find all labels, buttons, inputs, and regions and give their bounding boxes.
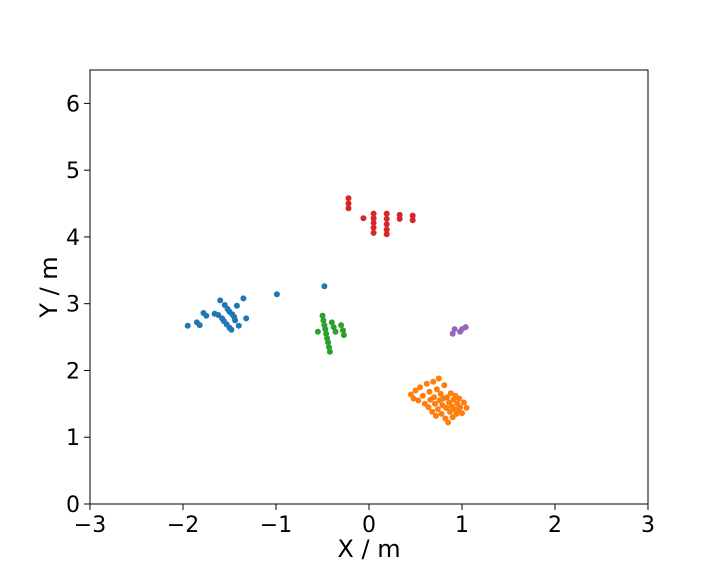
x-tick-label: 2 bbox=[548, 513, 562, 538]
data-point bbox=[370, 224, 377, 231]
data-point bbox=[446, 408, 453, 415]
data-point bbox=[457, 404, 464, 411]
data-point bbox=[217, 297, 224, 304]
y-tick-label: 6 bbox=[66, 92, 80, 117]
data-point bbox=[459, 410, 465, 417]
data-point bbox=[429, 408, 436, 415]
data-point bbox=[323, 330, 330, 337]
data-point bbox=[360, 215, 367, 222]
plot-frame bbox=[89, 69, 649, 505]
data-point bbox=[233, 302, 240, 309]
x-axis-label: X / m bbox=[337, 535, 400, 563]
data-point bbox=[451, 326, 458, 333]
data-point bbox=[456, 395, 463, 402]
ticks-layer: −3 −2 −1 0 1 2 3 0 1 2 3 4 5 6 bbox=[66, 92, 655, 538]
x-tick-label: 1 bbox=[455, 513, 469, 538]
x-tick-label: −3 bbox=[74, 513, 106, 538]
data-point bbox=[445, 419, 452, 426]
data-point bbox=[438, 410, 445, 417]
data-point bbox=[425, 404, 432, 411]
data-point bbox=[409, 212, 416, 219]
data-point bbox=[314, 328, 321, 335]
y-tick-label: 1 bbox=[66, 426, 80, 451]
data-point bbox=[463, 404, 470, 411]
y-tick-label: 0 bbox=[66, 493, 80, 518]
y-tick-label: 3 bbox=[66, 293, 80, 318]
data-point bbox=[321, 283, 328, 290]
x-tick-label: −2 bbox=[167, 513, 199, 538]
data-point bbox=[345, 195, 352, 202]
data-point bbox=[325, 339, 332, 346]
data-point bbox=[423, 380, 430, 387]
data-point bbox=[370, 210, 377, 217]
data-point bbox=[235, 322, 242, 329]
data-point bbox=[415, 397, 422, 404]
data-point bbox=[322, 326, 329, 333]
data-point bbox=[330, 324, 337, 331]
data-point bbox=[409, 217, 416, 224]
data-point bbox=[340, 332, 347, 339]
data-point bbox=[447, 390, 454, 397]
data-point bbox=[345, 200, 352, 207]
data-point bbox=[419, 392, 426, 399]
data-point bbox=[383, 231, 390, 238]
data-point bbox=[444, 394, 451, 401]
data-point bbox=[426, 388, 433, 395]
x-tick-label: −1 bbox=[260, 513, 292, 538]
data-point bbox=[228, 326, 235, 333]
data-point bbox=[437, 390, 444, 397]
data-point bbox=[243, 315, 250, 322]
data-point bbox=[370, 229, 377, 236]
y-tick-label: 5 bbox=[66, 159, 80, 184]
data-point bbox=[434, 406, 441, 413]
data-point bbox=[441, 382, 448, 389]
data-point bbox=[196, 322, 203, 329]
data-point bbox=[332, 328, 339, 335]
y-tick-label: 4 bbox=[66, 226, 80, 251]
data-point bbox=[435, 375, 442, 382]
data-point bbox=[433, 412, 439, 419]
data-point bbox=[396, 215, 403, 222]
y-axis-label: Y / m bbox=[35, 256, 63, 318]
data-point bbox=[326, 344, 332, 351]
data-point bbox=[184, 322, 191, 329]
data-point bbox=[273, 291, 280, 298]
data-point bbox=[412, 387, 419, 394]
data-point bbox=[383, 226, 390, 233]
data-point bbox=[320, 317, 327, 324]
data-point bbox=[370, 219, 377, 226]
data-point bbox=[383, 221, 390, 228]
data-point bbox=[460, 399, 467, 406]
data-point bbox=[430, 378, 437, 385]
data-point bbox=[431, 394, 438, 401]
data-point bbox=[240, 295, 247, 302]
data-point bbox=[443, 404, 450, 411]
data-point bbox=[338, 322, 345, 329]
data-point bbox=[340, 327, 346, 334]
data-point bbox=[449, 330, 456, 337]
data-point bbox=[417, 384, 424, 391]
data-point bbox=[232, 317, 239, 324]
x-tick-label: 3 bbox=[641, 513, 655, 538]
data-point bbox=[345, 205, 352, 212]
x-tick-label: 0 bbox=[362, 513, 376, 538]
data-point bbox=[462, 324, 469, 331]
y-tick-label: 2 bbox=[66, 359, 80, 384]
data-point bbox=[432, 400, 438, 407]
data-point bbox=[383, 215, 390, 222]
data-point bbox=[383, 210, 390, 217]
data-point bbox=[370, 215, 377, 222]
data-point bbox=[326, 348, 333, 355]
data-point bbox=[203, 312, 210, 319]
data-point bbox=[433, 386, 440, 393]
data-point bbox=[319, 312, 326, 319]
data-point bbox=[328, 319, 335, 326]
points-layer bbox=[184, 195, 470, 426]
data-point bbox=[410, 395, 417, 402]
